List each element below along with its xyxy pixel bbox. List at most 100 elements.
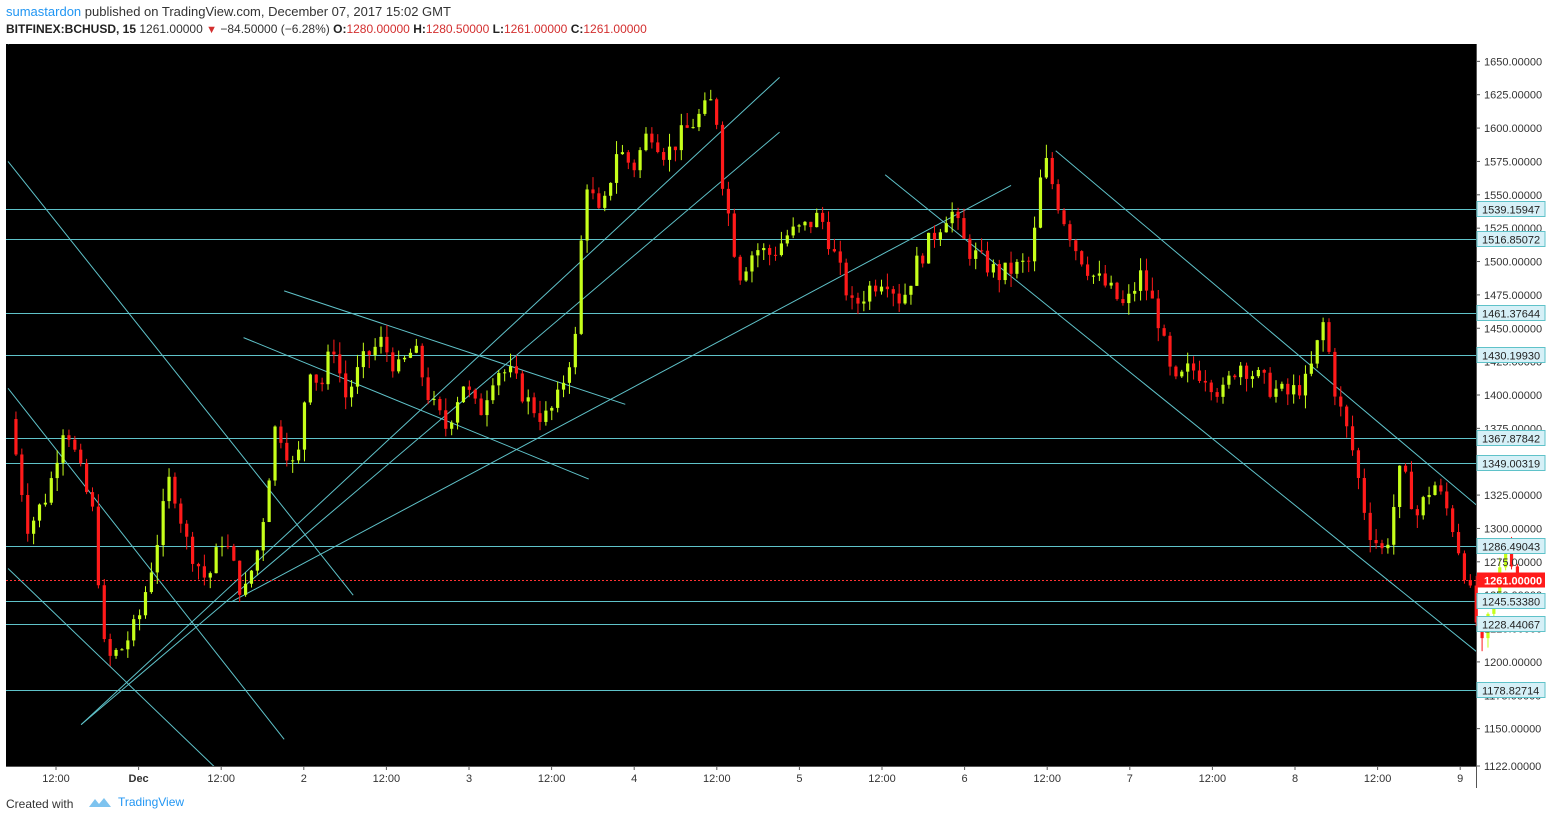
trendline-6[interactable] [231, 185, 1012, 603]
candle-body [1392, 506, 1396, 545]
candle-body [1297, 385, 1302, 396]
candle-body [950, 211, 954, 224]
candle-body [179, 503, 183, 524]
candle-body [279, 426, 283, 443]
candle-body [61, 435, 65, 463]
time-ticks: 12:00 Dec 12:00 2 12:00 3 12:00 4 12:00 5 12:00 6 12… [42, 766, 1463, 785]
candle-body [1274, 388, 1278, 397]
candle-body [1085, 264, 1090, 276]
candle-body [267, 480, 271, 523]
trendline-3[interactable] [7, 568, 272, 788]
footer: Created with TradingView [0, 789, 1556, 821]
low-label: L: [492, 22, 504, 36]
candle-body [49, 478, 53, 503]
price-tick-label: 1475.00000 [1484, 290, 1542, 302]
candlestick-chart[interactable]: 1650.00000 1625.00000 1600.00000 1575.00000… [6, 44, 1550, 788]
chart-area[interactable]: 1650.00000 1625.00000 1600.00000 1575.00000… [6, 44, 1550, 788]
candle-body [609, 182, 613, 196]
time-tick-label: 12:00 [42, 773, 70, 785]
candle-body [1280, 383, 1284, 389]
trendline-2[interactable] [7, 388, 285, 740]
chart-header: sumastardon published on TradingView.com… [0, 0, 1556, 40]
price-tick-label: 1200.00000 [1484, 657, 1542, 669]
candle-body [1080, 251, 1084, 265]
candle-body [1032, 227, 1037, 262]
trendline-5[interactable] [80, 131, 780, 726]
candle-body [1197, 370, 1202, 381]
trendline-10[interactable] [1055, 150, 1550, 650]
candle-body [597, 193, 601, 208]
candle-body [862, 301, 866, 304]
candle-body [43, 502, 47, 505]
candle-body [791, 226, 795, 236]
level-label: 1516.85072 [1482, 235, 1540, 247]
candle-body [726, 188, 731, 214]
candle-body [1121, 299, 1125, 304]
candle-body [1150, 290, 1154, 299]
candle-body [750, 255, 754, 272]
time-tick-label: 12:00 [703, 773, 731, 785]
candle-body [67, 435, 71, 440]
candle-body [785, 235, 789, 244]
candle-body [296, 449, 301, 461]
tradingview-link[interactable]: TradingView [88, 795, 184, 809]
candle-body [1468, 580, 1472, 586]
candle-body [632, 162, 636, 171]
candle-body [1456, 532, 1461, 554]
candle-body [1109, 282, 1113, 286]
candle-body [868, 285, 872, 302]
candle-body [1350, 426, 1355, 451]
candle-body [261, 522, 265, 551]
open-value: 1280.00000 [346, 22, 410, 36]
candle-body [662, 152, 666, 160]
candle-body [532, 397, 536, 414]
candle-body [779, 243, 784, 256]
level-label-bg [1476, 682, 1546, 698]
candle-body [1250, 376, 1255, 379]
candle-body [944, 223, 948, 233]
trendline-1[interactable] [7, 161, 354, 596]
candle-body [1345, 406, 1349, 427]
candle-body [1091, 275, 1096, 277]
candle-body [302, 402, 307, 450]
level-label: 1245.53380 [1482, 597, 1540, 609]
candle-body [638, 150, 642, 171]
candle-body [1068, 224, 1072, 241]
trendline-8[interactable] [243, 337, 589, 480]
candle-body [361, 351, 365, 368]
time-tick-label: 12:00 [1033, 773, 1061, 785]
tradingview-logo-icon [89, 798, 111, 807]
price-axis[interactable] [1476, 44, 1550, 788]
current-price-label-bg [1477, 572, 1545, 588]
candle-body [844, 262, 848, 296]
candle-body [997, 264, 1001, 281]
time-tick-label: 2 [301, 773, 307, 785]
candle-body [921, 255, 925, 264]
trendline-7[interactable] [284, 290, 626, 405]
candle-body [1233, 375, 1237, 378]
candle-body [1321, 322, 1325, 341]
candle-body [1156, 298, 1160, 329]
candle-body [255, 550, 259, 571]
candle-body [715, 99, 719, 125]
candle-body [1509, 548, 1514, 567]
candle-body [874, 285, 878, 292]
candle-body [220, 546, 224, 548]
time-tick-label: 12:00 [538, 773, 566, 785]
trendline-4[interactable] [80, 76, 780, 725]
candle-body [803, 221, 807, 226]
candle-body [821, 212, 825, 222]
candle-body [444, 410, 448, 429]
candle-body [426, 377, 430, 401]
price-tick-label: 1275.00000 [1484, 557, 1542, 569]
candle-body [826, 221, 831, 250]
candle-body [208, 573, 212, 578]
candle-body [1038, 177, 1043, 228]
candle-body [37, 504, 42, 521]
candle-body [1462, 553, 1467, 581]
level-label-bg [1476, 347, 1546, 363]
candle-body [720, 124, 725, 189]
candle-body [243, 583, 248, 595]
author-link[interactable]: sumastardon [6, 4, 82, 19]
time-axis[interactable] [6, 766, 1476, 788]
